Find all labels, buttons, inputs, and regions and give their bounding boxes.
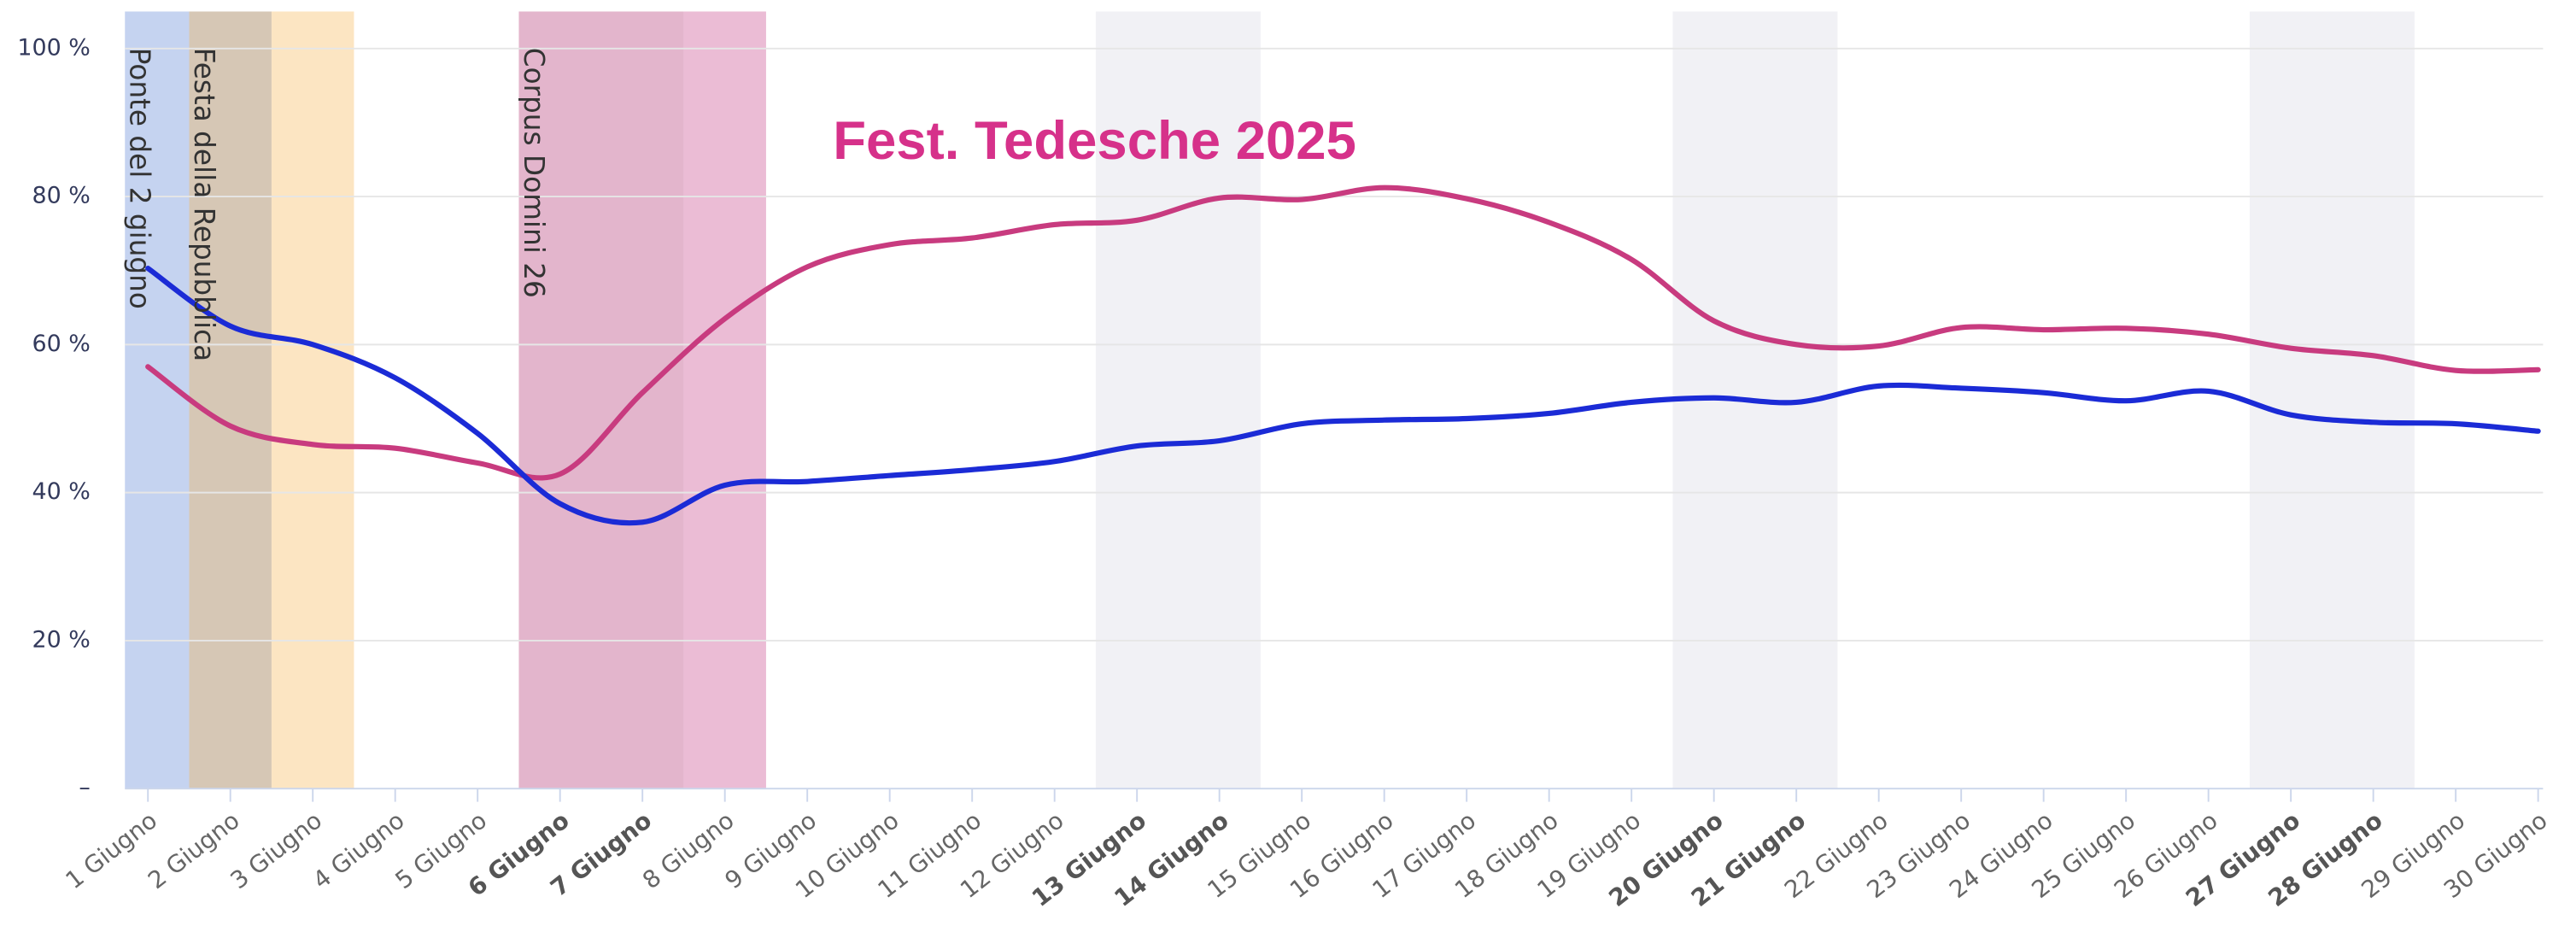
x-tick-label: 4 Giugno (307, 806, 410, 895)
y-tick-label: – (79, 775, 90, 801)
chart-title: Fest. Tedesche 2025 (833, 111, 1356, 171)
x-tick-label: 1 Giugno (60, 806, 162, 895)
plot-band (683, 11, 766, 789)
series-line (145, 185, 2541, 481)
band-label: Festa della Repubblica (188, 48, 220, 361)
plot-band (1095, 11, 1261, 789)
y-tick-label: 20 % (32, 626, 91, 653)
plot-band (271, 11, 354, 789)
plot-band (518, 11, 684, 789)
x-tick-label: 3 Giugno (225, 806, 327, 895)
y-tick-label: 100 % (17, 34, 90, 61)
x-tick-label: 8 Giugno (637, 806, 740, 895)
plot-band (125, 11, 190, 789)
y-tick-label: 40 % (32, 478, 91, 505)
band-label: Corpus Domini 26 (518, 48, 550, 298)
lines (145, 185, 2541, 526)
y-tick-label: 60 % (32, 331, 91, 357)
band-label: Ponte del 2 giugno (124, 48, 156, 309)
plot-band (2249, 11, 2415, 789)
plot-band (189, 11, 272, 789)
plot-bands (125, 11, 2415, 789)
labels: Ponte del 2 giugno Festa della Repubblica… (17, 34, 2552, 912)
grid (125, 47, 2544, 802)
series-line (145, 266, 2541, 526)
x-tick-label: 2 Giugno (143, 806, 245, 895)
y-tick-label: 80 % (32, 183, 91, 209)
